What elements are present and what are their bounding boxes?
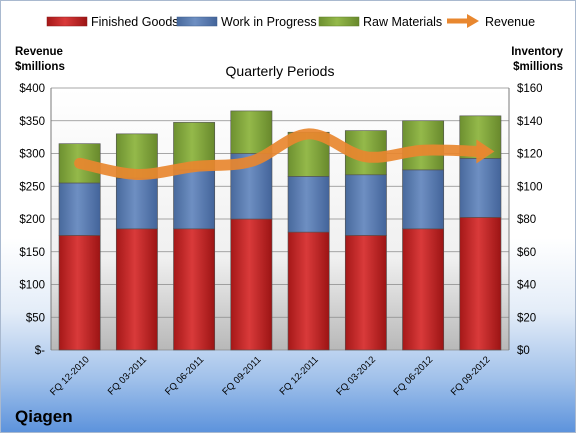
company-name: Qiagen: [15, 407, 73, 426]
left-tick-label: $150: [19, 247, 45, 259]
left-tick-label: $300: [19, 149, 45, 161]
right-tick-label: $20: [517, 312, 536, 324]
right-axis-ticks: $0 $20 $40 $60 $80 $100 $120 $140 $160: [517, 83, 543, 357]
right-tick-label: $80: [517, 214, 536, 226]
revenue-line: [74, 128, 495, 180]
bar-finished-goods: [115, 228, 158, 351]
category-label: FQ 09-2012: [449, 354, 493, 398]
bar-finished-goods: [173, 228, 216, 351]
legend-swatch-raw-materials: [318, 16, 360, 27]
right-axis-title-line1: Inventory: [511, 46, 563, 58]
legend-item-revenue: Revenue: [447, 14, 535, 29]
bar-finished-goods: [230, 218, 273, 351]
right-tick-label: $140: [517, 116, 543, 128]
category-label: FQ 06-2011: [163, 354, 206, 397]
category-label: FQ 12-2010: [48, 354, 92, 398]
legend-swatch-revenue-arrow: [467, 14, 479, 28]
bar-finished-goods: [58, 235, 101, 351]
left-tick-label: $400: [19, 83, 45, 95]
left-tick-label: $50: [26, 312, 45, 324]
legend-item-work-in-progress: Work in Progress: [176, 15, 317, 29]
left-tick-label: $250: [19, 181, 45, 193]
legend-item-finished-goods: Finished Goods: [46, 15, 179, 29]
legend-swatch-work-in-progress: [176, 16, 218, 27]
legend-label-finished-goods: Finished Goods: [91, 15, 179, 29]
bar-work-in-progress: [173, 169, 216, 230]
bar-work-in-progress: [459, 158, 502, 218]
category-label: FQ 06-2012: [392, 354, 436, 398]
left-tick-label: $200: [19, 214, 45, 226]
left-axis-ticks: $- $50 $100 $150 $200 $250 $300 $350 $400: [19, 83, 45, 357]
legend-swatch-finished-goods: [46, 16, 88, 27]
right-tick-label: $100: [517, 181, 543, 193]
bar-finished-goods: [287, 231, 330, 351]
left-tick-label: $100: [19, 280, 45, 292]
category-labels: FQ 12-2010 FQ 03-2011 FQ 06-2011 FQ 09-2011…: [48, 354, 492, 398]
left-tick-label: $-: [35, 345, 45, 357]
legend-label-work-in-progress: Work in Progress: [221, 15, 317, 29]
right-tick-label: $120: [517, 149, 543, 161]
revenue-line-path: [74, 128, 486, 180]
bar-raw-materials: [230, 110, 273, 154]
bar-work-in-progress: [344, 174, 387, 236]
category-label: FQ 03-2012: [334, 354, 378, 398]
category-label: FQ 12-2011: [278, 354, 321, 397]
left-axis-title-line1: Revenue: [15, 46, 63, 58]
bar-work-in-progress: [402, 169, 445, 230]
bar-finished-goods: [459, 217, 502, 351]
bar-finished-goods: [402, 228, 445, 351]
category-label: FQ 09-2011: [220, 354, 263, 397]
legend-label-raw-materials: Raw Materials: [363, 15, 442, 29]
category-label: FQ 03-2011: [106, 354, 149, 397]
right-tick-label: $60: [517, 247, 536, 259]
left-tick-label: $350: [19, 116, 45, 128]
legend: Finished Goods Work in Progress Raw Mate…: [46, 14, 535, 29]
bar-work-in-progress: [287, 176, 330, 233]
right-tick-label: $160: [517, 83, 543, 95]
chart-title: Quarterly Periods: [226, 63, 335, 79]
legend-item-raw-materials: Raw Materials: [318, 15, 442, 29]
bar-work-in-progress: [58, 182, 101, 236]
legend-label-revenue: Revenue: [485, 15, 535, 29]
right-tick-label: $40: [517, 280, 536, 292]
left-axis-title-line2: $millions: [15, 61, 65, 73]
right-tick-label: $0: [517, 345, 530, 357]
bar-work-in-progress: [115, 177, 158, 230]
revenue-line-arrowhead: [476, 139, 495, 164]
right-axis-title-line2: $millions: [513, 61, 563, 73]
bar-finished-goods: [344, 235, 387, 351]
